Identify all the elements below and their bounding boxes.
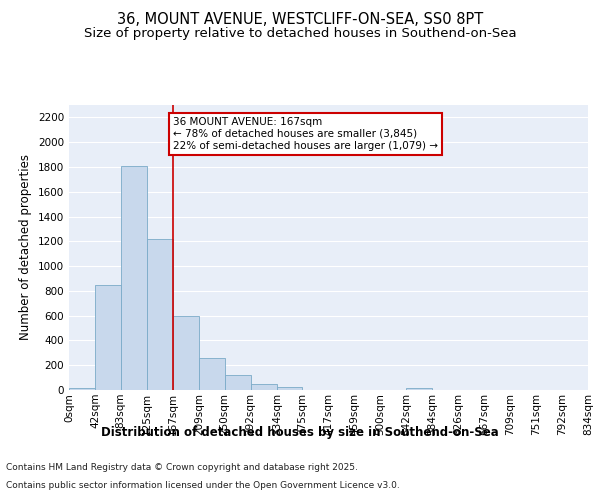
Text: Contains HM Land Registry data © Crown copyright and database right 2025.: Contains HM Land Registry data © Crown c…	[6, 464, 358, 472]
Bar	[199, 358, 224, 390]
Text: 36, MOUNT AVENUE, WESTCLIFF-ON-SEA, SS0 8PT: 36, MOUNT AVENUE, WESTCLIFF-ON-SEA, SS0 …	[117, 12, 483, 28]
Bar	[95, 286, 121, 390]
Bar	[224, 375, 251, 390]
Y-axis label: Number of detached properties: Number of detached properties	[19, 154, 32, 340]
Text: Size of property relative to detached houses in Southend-on-Sea: Size of property relative to detached ho…	[83, 28, 517, 40]
Bar	[277, 387, 302, 390]
Bar	[406, 388, 433, 390]
Bar	[121, 166, 147, 390]
Bar	[251, 384, 277, 390]
Text: Distribution of detached houses by size in Southend-on-Sea: Distribution of detached houses by size …	[101, 426, 499, 439]
Bar	[147, 239, 173, 390]
Text: 36 MOUNT AVENUE: 167sqm
← 78% of detached houses are smaller (3,845)
22% of semi: 36 MOUNT AVENUE: 167sqm ← 78% of detache…	[173, 118, 438, 150]
Text: Contains public sector information licensed under the Open Government Licence v3: Contains public sector information licen…	[6, 481, 400, 490]
Bar	[173, 316, 199, 390]
Bar	[69, 388, 95, 390]
